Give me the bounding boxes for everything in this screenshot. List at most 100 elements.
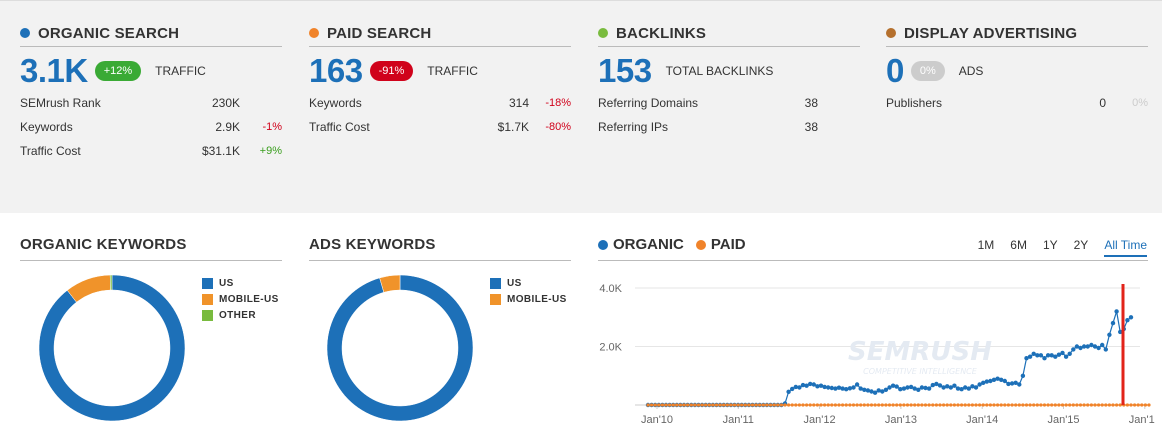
period-2y[interactable]: 2Y xyxy=(1073,238,1089,252)
data-point-paid[interactable] xyxy=(1125,403,1129,407)
data-point-paid[interactable] xyxy=(790,403,794,407)
data-point-paid[interactable] xyxy=(660,403,664,407)
stat-value[interactable]: 38 xyxy=(804,120,818,134)
data-point-paid[interactable] xyxy=(1143,403,1147,407)
data-point-organic[interactable] xyxy=(955,386,961,391)
slice-mobile-us[interactable] xyxy=(379,274,401,293)
data-point-paid[interactable] xyxy=(750,403,755,407)
data-point-organic[interactable] xyxy=(833,386,838,391)
data-point-paid[interactable] xyxy=(1050,403,1054,407)
data-point-paid[interactable] xyxy=(895,403,899,407)
legend-item-other[interactable]: OTHER xyxy=(202,307,279,323)
data-point-organic[interactable] xyxy=(804,383,809,388)
data-point-paid[interactable] xyxy=(1111,403,1115,407)
data-point-paid[interactable] xyxy=(754,403,758,407)
data-point-organic[interactable] xyxy=(1002,378,1007,384)
legend-item-mobile-us[interactable]: MOBILE-US xyxy=(202,291,279,307)
data-point-paid[interactable] xyxy=(884,403,888,407)
data-point-paid[interactable] xyxy=(927,403,931,407)
data-point-organic[interactable] xyxy=(1006,381,1011,387)
data-point-paid[interactable] xyxy=(988,403,992,407)
data-point-paid[interactable] xyxy=(819,403,823,407)
data-point-paid[interactable] xyxy=(1136,403,1140,407)
data-point-paid[interactable] xyxy=(967,403,971,407)
data-point-organic[interactable] xyxy=(1071,347,1076,352)
data-point-paid[interactable] xyxy=(869,403,874,407)
data-point-organic[interactable] xyxy=(934,381,939,387)
data-point-paid[interactable] xyxy=(815,403,819,407)
data-point-organic[interactable] xyxy=(1013,380,1018,385)
data-point-paid[interactable] xyxy=(923,403,928,407)
data-point-organic[interactable] xyxy=(862,387,867,392)
data-point-organic[interactable] xyxy=(887,385,892,390)
data-point-paid[interactable] xyxy=(1133,403,1137,407)
data-point-organic[interactable] xyxy=(872,390,878,395)
data-point-paid[interactable] xyxy=(693,403,697,407)
data-point-paid[interactable] xyxy=(1147,403,1151,407)
stat-value[interactable]: 38 xyxy=(804,96,818,110)
data-point-organic[interactable] xyxy=(981,380,986,385)
data-point-paid[interactable] xyxy=(650,403,654,407)
data-point-paid[interactable] xyxy=(1053,403,1057,407)
data-point-paid[interactable] xyxy=(920,403,924,407)
data-point-organic[interactable] xyxy=(923,385,928,391)
stat-value[interactable]: 314 xyxy=(508,96,529,110)
data-point-paid[interactable] xyxy=(761,403,765,407)
data-point-organic[interactable] xyxy=(858,386,863,391)
data-point-paid[interactable] xyxy=(740,403,744,407)
data-point-paid[interactable] xyxy=(859,403,863,407)
data-point-organic[interactable] xyxy=(912,386,917,391)
data-point-paid[interactable] xyxy=(996,403,1000,407)
data-point-organic[interactable] xyxy=(977,382,982,387)
data-point-paid[interactable] xyxy=(1115,403,1119,407)
data-point-paid[interactable] xyxy=(1129,403,1133,407)
big-number[interactable]: 3.1K xyxy=(20,52,88,89)
data-point-paid[interactable] xyxy=(1021,403,1025,407)
legend-item-us[interactable]: US xyxy=(202,275,279,291)
stat-value[interactable]: $1.7K xyxy=(497,120,529,134)
data-point-paid[interactable] xyxy=(949,403,953,407)
big-number[interactable]: 0 xyxy=(886,52,904,89)
slice-other[interactable] xyxy=(109,274,113,291)
data-point-paid[interactable] xyxy=(646,403,650,407)
data-point-paid[interactable] xyxy=(1017,403,1021,407)
data-point-paid[interactable] xyxy=(664,403,668,407)
data-point-paid[interactable] xyxy=(841,403,845,407)
data-point-organic[interactable] xyxy=(1035,353,1040,358)
data-point-paid[interactable] xyxy=(1078,403,1083,407)
data-point-organic[interactable] xyxy=(880,389,885,394)
data-point-paid[interactable] xyxy=(675,403,679,407)
data-point-paid[interactable] xyxy=(1140,403,1144,407)
period-1m[interactable]: 1M xyxy=(977,238,995,252)
data-point-paid[interactable] xyxy=(916,403,920,407)
data-point-paid[interactable] xyxy=(1042,403,1047,407)
legend-item-mobile-us[interactable]: MOBILE-US xyxy=(490,291,567,307)
data-point-paid[interactable] xyxy=(844,403,848,407)
data-point-organic[interactable] xyxy=(995,376,1000,381)
data-point-paid[interactable] xyxy=(898,403,902,407)
data-point-organic[interactable] xyxy=(829,385,834,391)
data-point-paid[interactable] xyxy=(851,403,856,407)
slice-us[interactable] xyxy=(38,274,186,422)
data-point-paid[interactable] xyxy=(942,403,946,407)
data-point-paid[interactable] xyxy=(873,403,877,407)
data-point-organic[interactable] xyxy=(1042,356,1047,361)
data-point-paid[interactable] xyxy=(1118,403,1122,407)
data-point-paid[interactable] xyxy=(1010,403,1014,407)
data-point-organic[interactable] xyxy=(948,385,953,390)
data-point-paid[interactable] xyxy=(1028,403,1032,407)
data-point-paid[interactable] xyxy=(776,403,780,407)
data-point-organic[interactable] xyxy=(1085,344,1090,349)
data-point-paid[interactable] xyxy=(787,403,791,407)
data-point-organic[interactable] xyxy=(908,384,914,390)
backlinks-title[interactable]: BACKLINKS xyxy=(598,22,860,47)
data-point-paid[interactable] xyxy=(905,403,910,407)
data-point-paid[interactable] xyxy=(769,403,773,407)
data-point-paid[interactable] xyxy=(981,403,985,407)
data-point-paid[interactable] xyxy=(1104,403,1108,407)
data-point-paid[interactable] xyxy=(671,403,675,407)
data-point-organic[interactable] xyxy=(1045,353,1051,358)
period-all-time[interactable]: All Time xyxy=(1104,238,1147,257)
data-point-organic[interactable] xyxy=(847,386,853,391)
data-point-paid[interactable] xyxy=(801,403,805,407)
